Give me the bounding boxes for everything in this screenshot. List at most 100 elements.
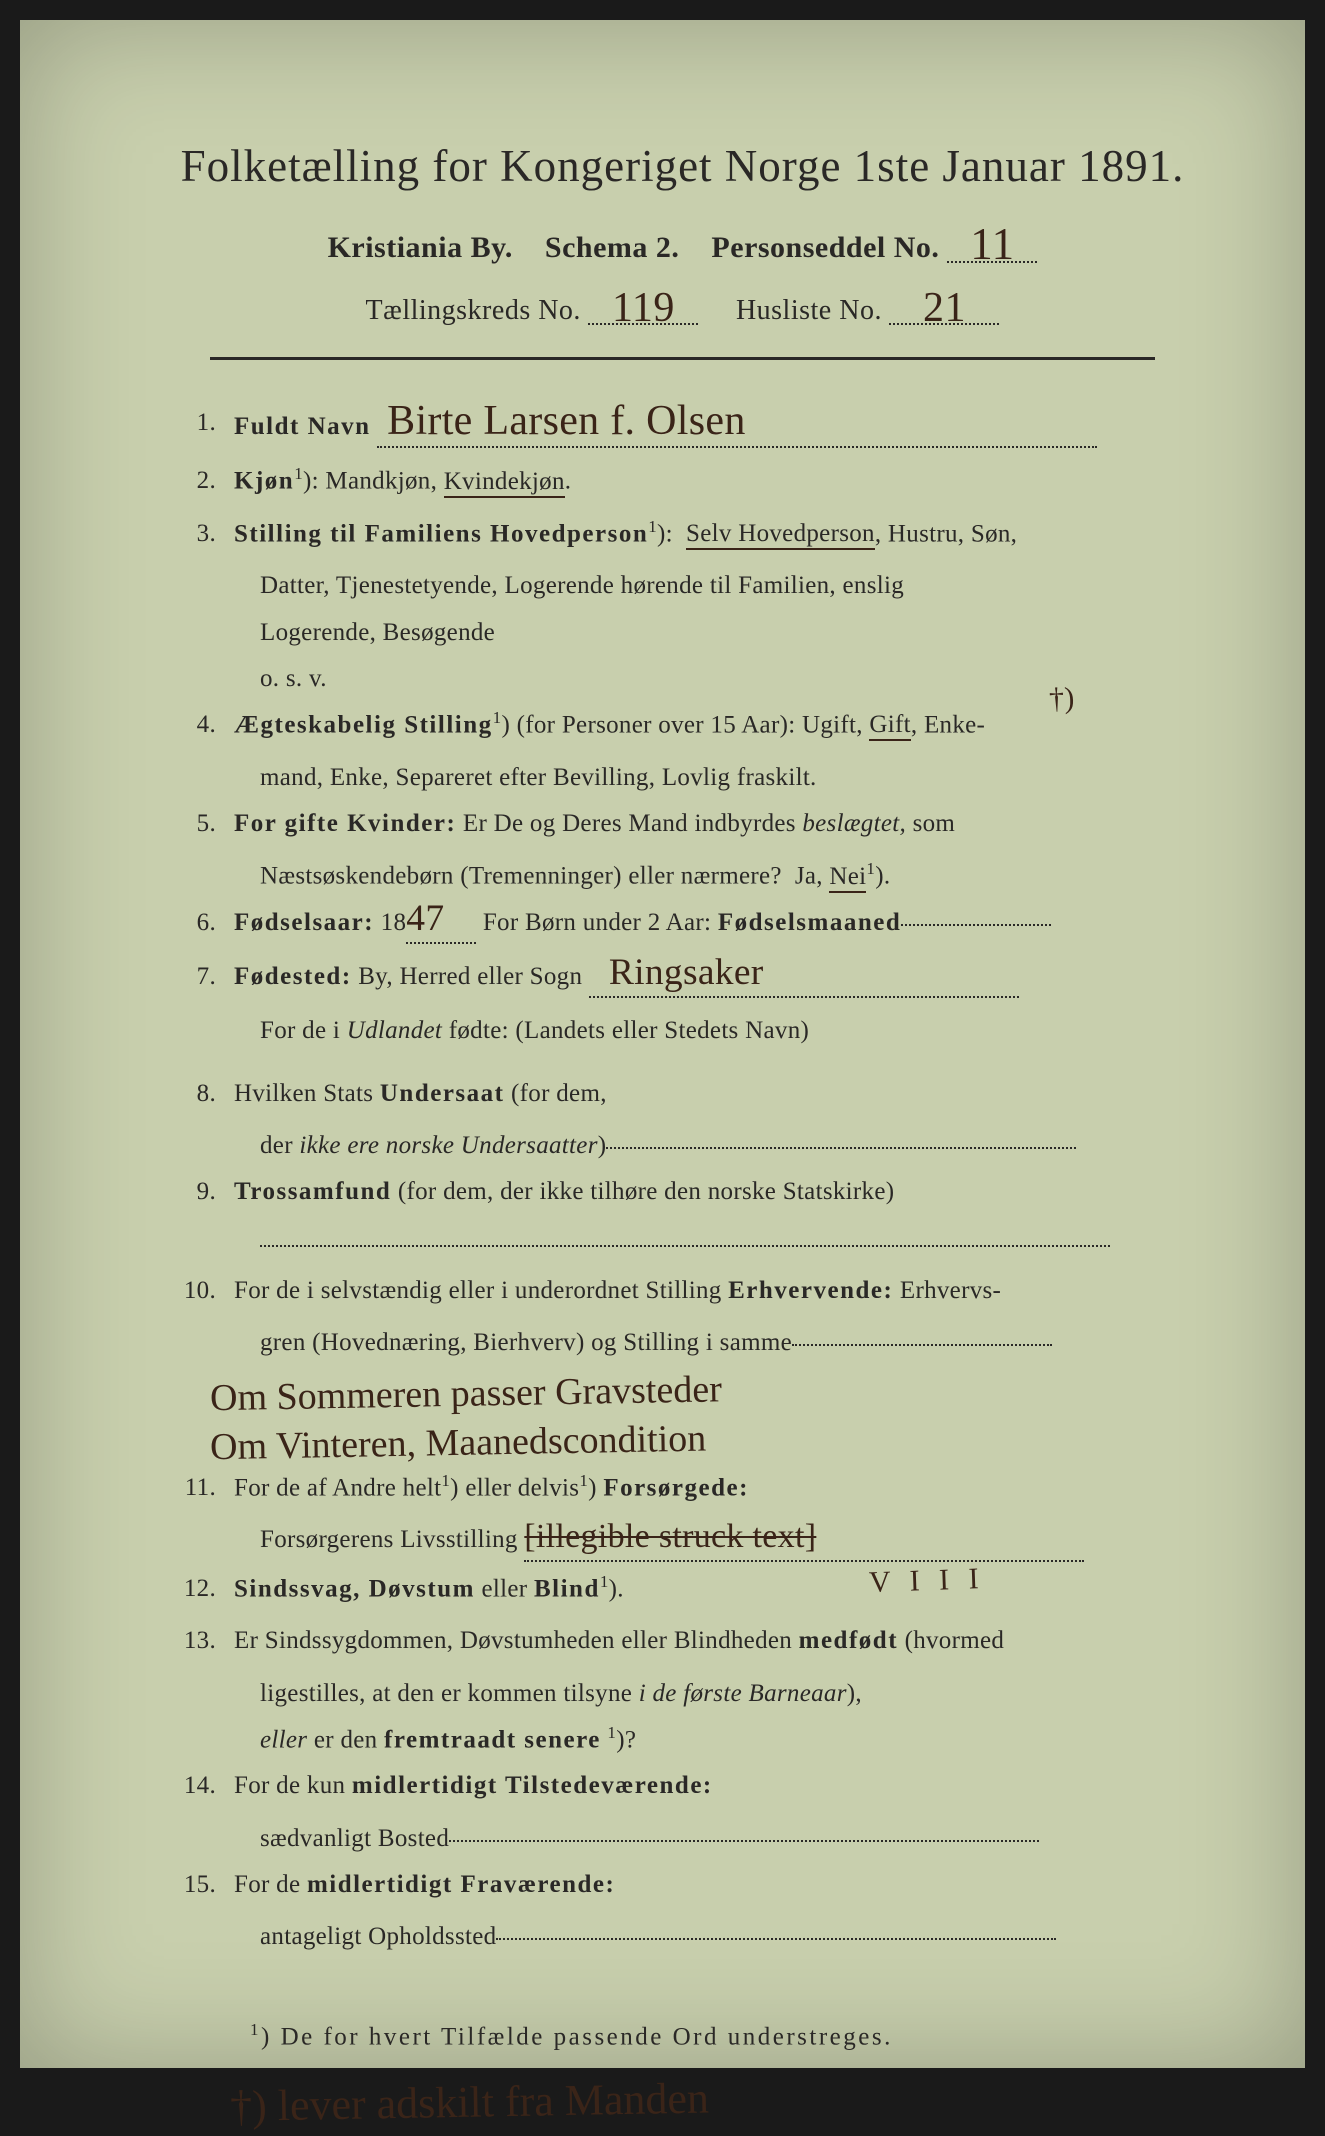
label: fremtraadt senere bbox=[384, 1726, 601, 1753]
name-value: Birte Larsen f. Olsen bbox=[377, 400, 746, 442]
field-label: Stilling til Familiens Hovedperson bbox=[234, 520, 648, 547]
footnote-text: ) De for hvert Tilfælde passende Ord und… bbox=[261, 2024, 893, 2051]
field-content: Fødselsaar: 1847 For Børn under 2 Aar: F… bbox=[234, 900, 1195, 948]
field-14: 14. For de kun midlertidigt Tilstedevære… bbox=[170, 1763, 1195, 1809]
label: Forsørgede: bbox=[603, 1474, 749, 1501]
text: (hvormed bbox=[898, 1627, 1004, 1654]
page-title: Folketælling for Kongeriget Norge 1ste J… bbox=[170, 140, 1195, 192]
ital: eller bbox=[260, 1726, 307, 1753]
field-3-cont: Datter, Tjenestetyende, Logerende hørend… bbox=[170, 563, 1195, 609]
field-content: For de midlertidigt Fraværende: bbox=[234, 1862, 1195, 1908]
field-num: 9. bbox=[170, 1169, 234, 1215]
bottom-note-hw: †) lever adskilt fra Manden bbox=[170, 2061, 1196, 2136]
footnote: 1) De for hvert Tilfælde passende Ord un… bbox=[170, 2020, 1195, 2051]
personseddel-value: 11 bbox=[970, 222, 1014, 267]
field-content: Stilling til Familiens Hovedperson1): Se… bbox=[234, 511, 1195, 558]
provider-field: [illegible struck text] bbox=[524, 1513, 1084, 1561]
selected-option: Gift bbox=[869, 711, 910, 741]
field-num: 12. bbox=[170, 1566, 234, 1613]
field-13-cont: eller er den fremtraadt senere 1)? bbox=[170, 1717, 1195, 1764]
field-15-cont: antageligt Opholdssted bbox=[170, 1914, 1195, 1960]
text: For de kun bbox=[234, 1772, 352, 1799]
sup: 1 bbox=[579, 1471, 588, 1490]
field-15: 15. For de midlertidigt Fraværende: bbox=[170, 1862, 1195, 1908]
field-content: For de af Andre helt1) eller delvis1) Fo… bbox=[234, 1465, 1195, 1512]
note-mark: †) bbox=[1049, 684, 1076, 715]
census-form-page: Folketælling for Kongeriget Norge 1ste J… bbox=[20, 20, 1305, 2068]
subtitle-line: Kristiania By. Schema 2. Personseddel No… bbox=[170, 220, 1195, 267]
text: (for dem, der ikke tilhøre den norske St… bbox=[391, 1178, 894, 1205]
text: Er Sindssygdommen, Døvstumheden eller Bl… bbox=[234, 1627, 799, 1654]
field-num: 8. bbox=[170, 1071, 234, 1117]
end: ). bbox=[875, 863, 890, 890]
label: midlertidigt Tilstedeværende: bbox=[352, 1772, 713, 1799]
field-3-cont: o. s. v. bbox=[170, 656, 1195, 702]
text: By, Herred eller Sogn bbox=[352, 963, 583, 990]
label: Undersaat bbox=[380, 1080, 505, 1107]
provider-value-struck: [illegible struck text] bbox=[524, 1520, 816, 1554]
field-label: Sindssvag, Døvstum bbox=[234, 1575, 475, 1602]
sup: 1 bbox=[600, 1572, 609, 1591]
husliste-field: 21 bbox=[889, 281, 999, 325]
text: sædvanligt Bosted bbox=[260, 1825, 449, 1852]
husliste-label: Husliste No. bbox=[736, 295, 882, 326]
text: er den bbox=[307, 1726, 384, 1753]
subsubtitle-line: Tællingskreds No. 119 Husliste No. 21 bbox=[170, 285, 1195, 329]
end: ). bbox=[609, 1575, 624, 1602]
field-7: 7. Fødested: By, Herred eller Sogn Rings… bbox=[170, 954, 1195, 1002]
field-13-cont: ligestilles, at den er kommen tilsyne i … bbox=[170, 1671, 1195, 1717]
field-8-cont: der ikke ere norske Undersaatter) bbox=[170, 1123, 1195, 1169]
sup: 1 bbox=[648, 517, 657, 536]
citizen-field bbox=[606, 1147, 1076, 1149]
field-content: For gifte Kvinder: Er De og Deres Mand i… bbox=[234, 801, 1195, 847]
field-label: Kjøn bbox=[234, 468, 294, 495]
text: For Børn under 2 Aar: bbox=[476, 909, 718, 936]
field-num: 3. bbox=[170, 511, 234, 558]
field-content: Kjøn1): Mandkjøn, Kvindekjøn. bbox=[234, 458, 1195, 505]
field-11: 11. For de af Andre helt1) eller delvis1… bbox=[170, 1465, 1195, 1512]
field-content: Sindssvag, Døvstum eller Blind1). bbox=[234, 1566, 1195, 1613]
text: ) bbox=[598, 1132, 607, 1159]
field-label: For gifte Kvinder: bbox=[234, 810, 456, 837]
personseddel-field: 11 bbox=[947, 216, 1037, 263]
label: medfødt bbox=[799, 1627, 898, 1654]
sup: 1 bbox=[607, 1723, 616, 1742]
colon: ): bbox=[657, 520, 673, 547]
text: ), bbox=[847, 1680, 862, 1707]
field-label: Fuldt Navn bbox=[234, 413, 371, 440]
kreds-value: 119 bbox=[612, 287, 675, 329]
field-8: 8. Hvilken Stats Undersaat (for dem, bbox=[170, 1071, 1195, 1117]
year-prefix: 18 bbox=[374, 909, 406, 936]
field-4-cont: mand, Enke, Separeret efter Bevilling, L… bbox=[170, 755, 1195, 801]
field-content: Hvilken Stats Undersaat (for dem, bbox=[234, 1071, 1195, 1117]
field-9-cont bbox=[170, 1221, 1195, 1267]
text: som bbox=[906, 810, 955, 837]
label: midlertidigt Fraværende: bbox=[307, 1871, 615, 1898]
selected-option: Kvindekjøn bbox=[444, 468, 565, 498]
text: Er De og Deres Mand indbyrdes bbox=[456, 810, 802, 837]
ital: ikke ere norske Undersaatter bbox=[299, 1132, 597, 1159]
field-label: Fødested: bbox=[234, 963, 352, 990]
header-rule bbox=[210, 357, 1155, 360]
field-3-cont: Logerende, Besøgende bbox=[170, 610, 1195, 656]
text: ) eller delvis bbox=[450, 1474, 579, 1501]
field-4: 4. Ægteskabelig Stilling1) (for Personer… bbox=[170, 702, 1195, 749]
sup: 1 bbox=[441, 1471, 450, 1490]
ital: Udlandet bbox=[347, 1017, 442, 1044]
field-content: Fuldt Navn Birte Larsen f. Olsen bbox=[234, 400, 1195, 452]
field-label: Trossamfund bbox=[234, 1178, 391, 1205]
residence-field bbox=[449, 1840, 1039, 1842]
field-6: 6. Fødselsaar: 1847 For Børn under 2 Aar… bbox=[170, 900, 1195, 948]
field-12: 12. Sindssvag, Døvstum eller Blind1). V … bbox=[170, 1566, 1195, 1613]
text: antageligt Opholdssted bbox=[260, 1923, 496, 1950]
sup: 1 bbox=[250, 2020, 261, 2039]
field-num: 6. bbox=[170, 900, 234, 948]
kreds-field: 119 bbox=[588, 281, 698, 325]
birthplace-field: Ringsaker bbox=[589, 950, 1019, 998]
city-label: Kristiania By. bbox=[328, 231, 513, 264]
year-value: 47 bbox=[406, 900, 444, 938]
field-9: 9. Trossamfund (for dem, der ikke tilhør… bbox=[170, 1169, 1195, 1215]
label: Erhvervende: bbox=[728, 1277, 893, 1304]
field-5: 5. For gifte Kvinder: Er De og Deres Man… bbox=[170, 801, 1195, 847]
field-num: 7. bbox=[170, 954, 234, 1002]
